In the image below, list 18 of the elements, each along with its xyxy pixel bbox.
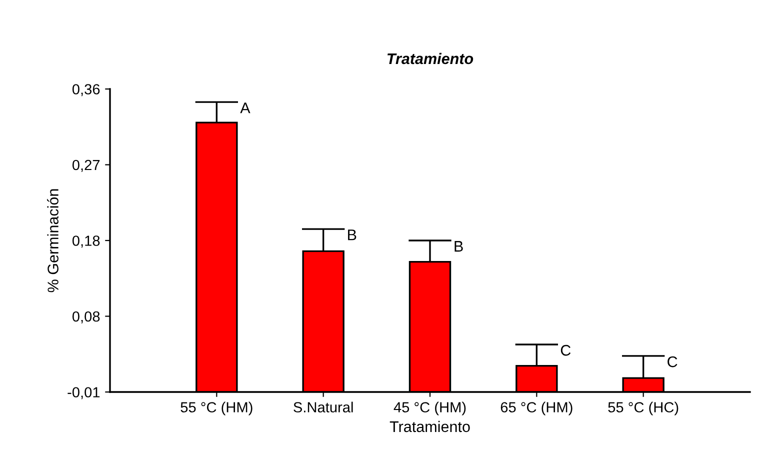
x-axis-title: Tratamiento <box>390 420 470 432</box>
x-tick-label: 55 °C (HC) <box>608 402 678 416</box>
x-tick-label: 45 °C (HM) <box>394 402 466 416</box>
y-tick-label: 0,36 <box>72 84 100 96</box>
x-tick-label: 55 °C (HM) <box>180 402 252 416</box>
y-axis-title: % Germinación <box>47 189 58 292</box>
chart-title: Tratamiento <box>388 52 474 64</box>
annotation: C <box>668 356 678 368</box>
y-tick-label: 0,27 <box>72 160 100 172</box>
y-tick-label: -0,01 <box>68 387 100 400</box>
x-tick-label: S.Natural <box>294 402 353 412</box>
annotation: C <box>560 344 571 356</box>
annotation: B <box>454 241 463 252</box>
annotation: B <box>348 230 356 240</box>
y-tick-label: 0,18 <box>72 236 100 248</box>
y-tick-label: 0,08 <box>72 311 100 324</box>
annotation: A <box>240 102 250 114</box>
x-tick-label: 65 °C (HM) <box>500 402 572 416</box>
